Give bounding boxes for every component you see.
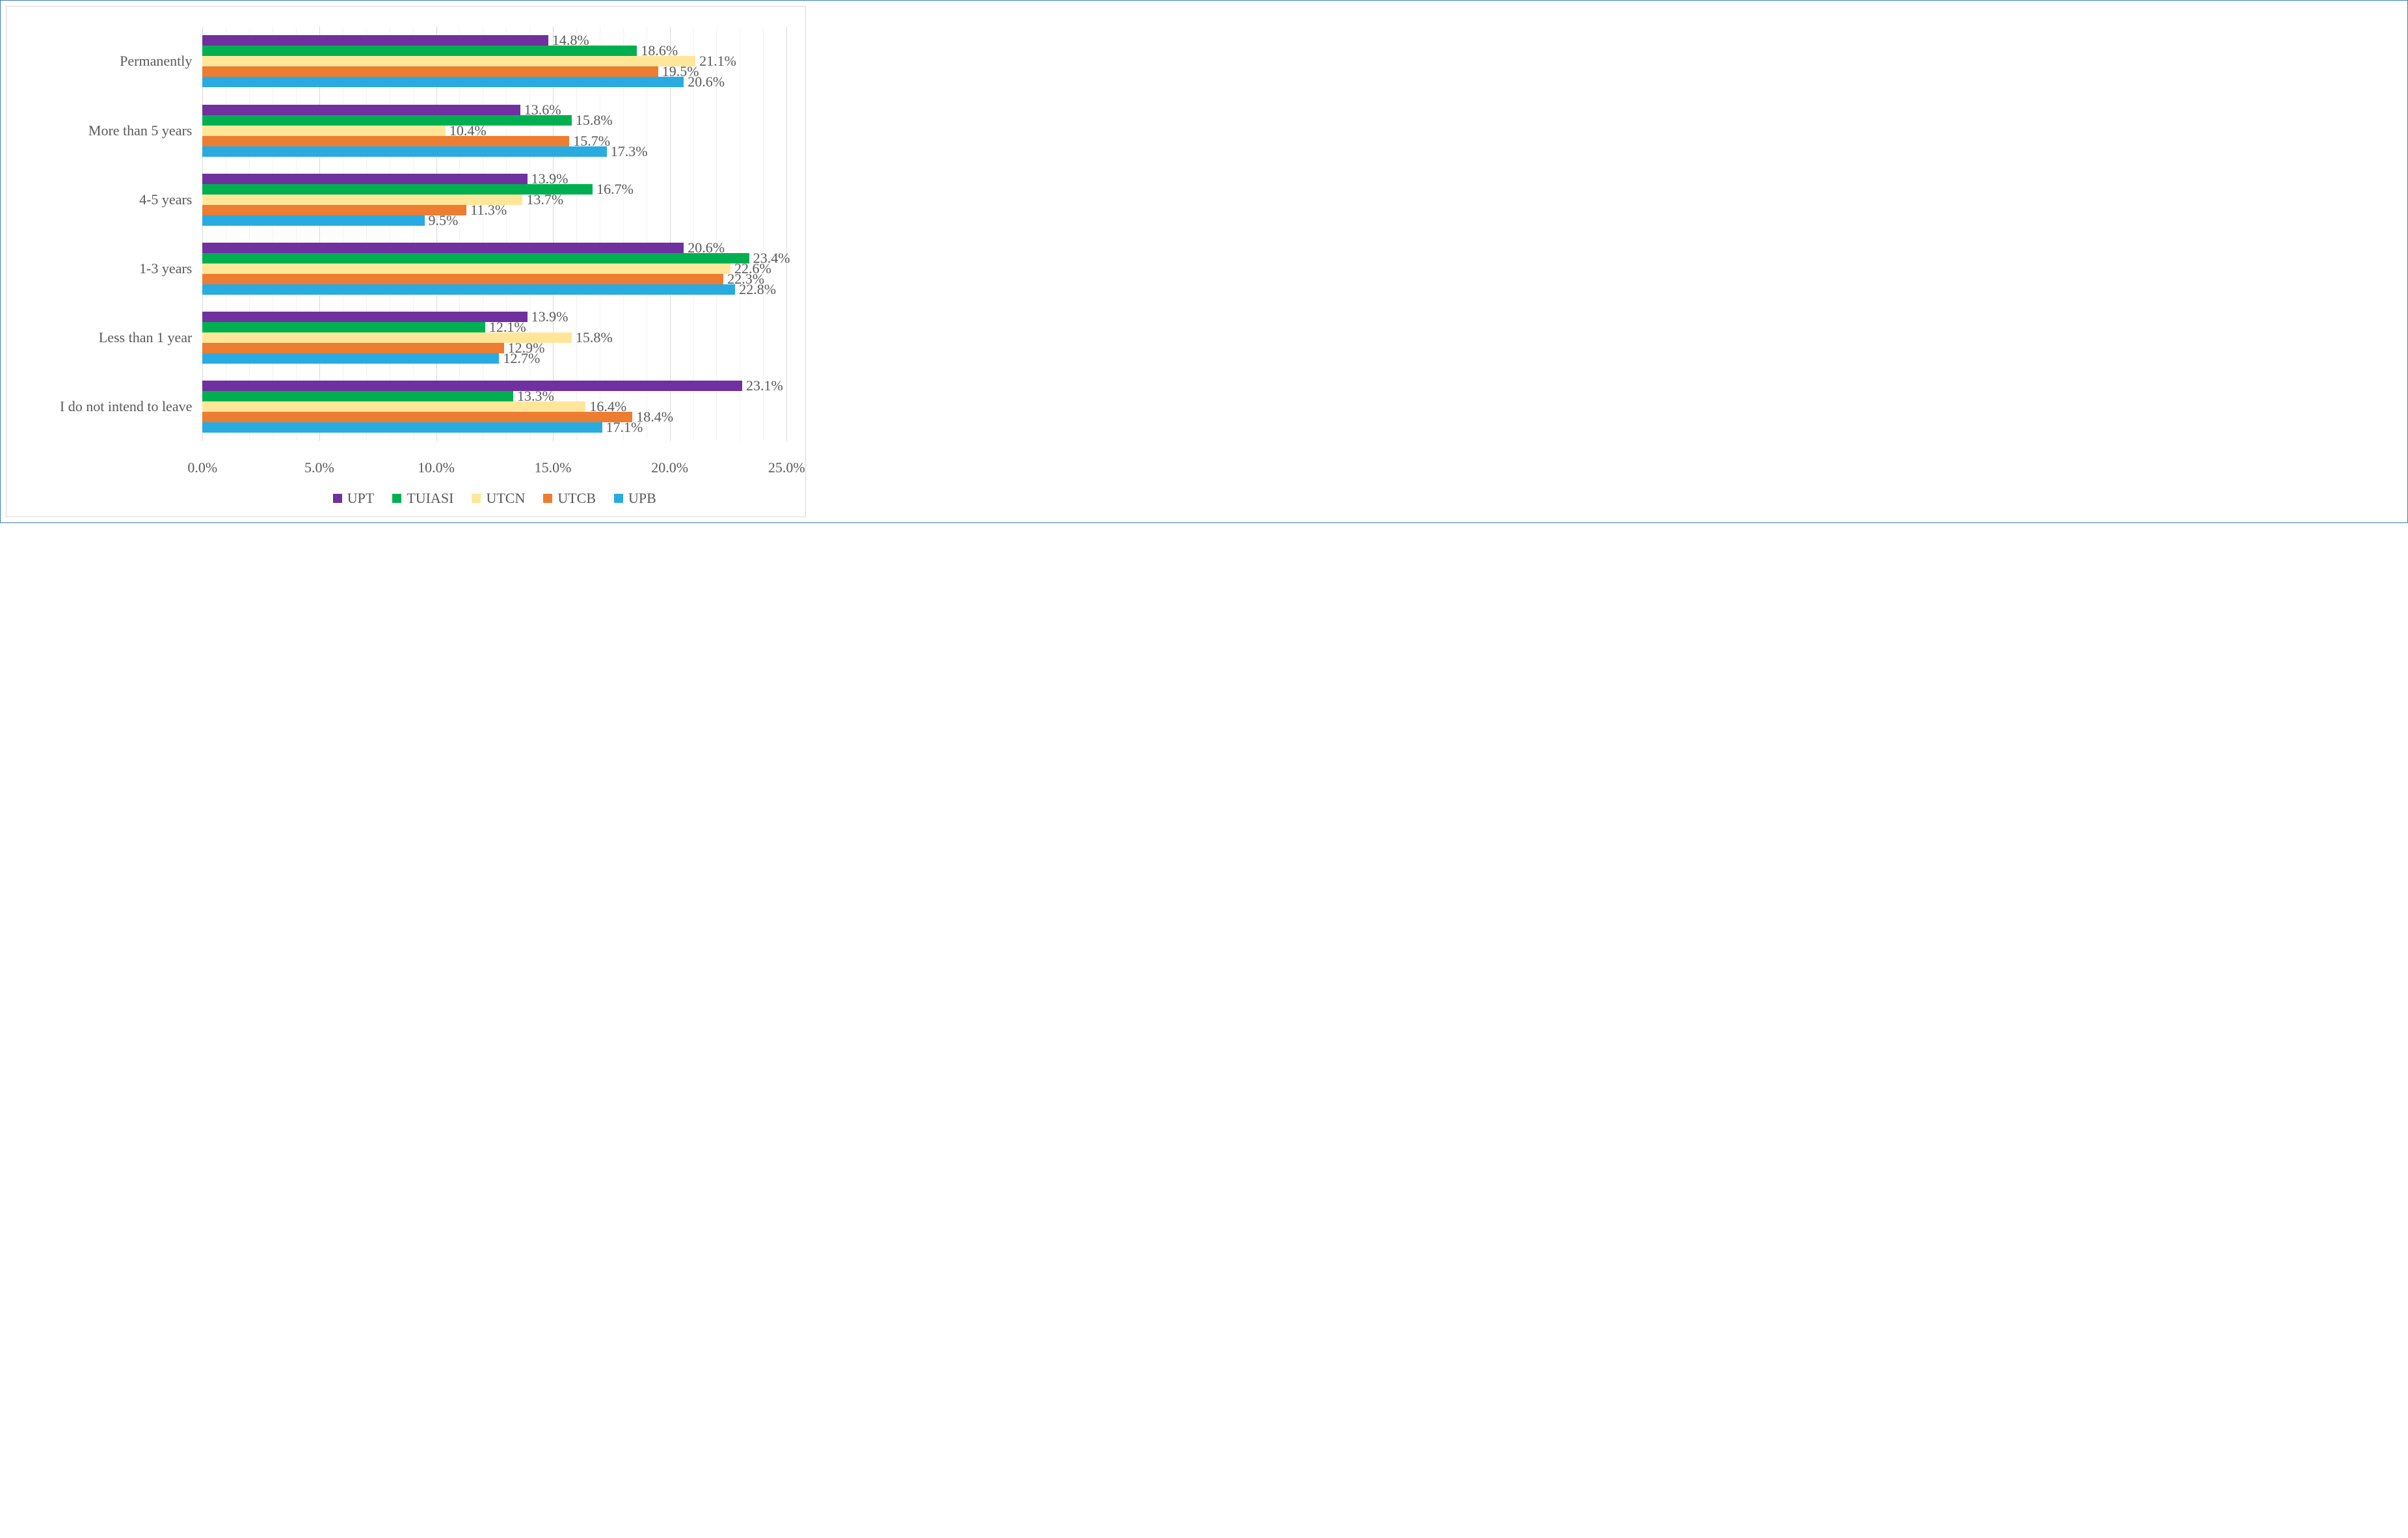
bar — [202, 353, 499, 364]
bar-value-label: 9.5% — [429, 212, 459, 229]
category-label: Less than 1 year — [99, 329, 193, 346]
bar-value-label: 12.7% — [503, 350, 540, 367]
legend-item: UTCB — [543, 490, 596, 507]
gridline-major — [202, 27, 203, 441]
bar — [202, 274, 723, 284]
bar-value-label: 16.7% — [596, 181, 634, 198]
gridline-major — [670, 27, 671, 441]
legend-label: UPT — [347, 490, 375, 507]
bar — [202, 412, 632, 422]
bar — [202, 284, 735, 295]
bar — [202, 105, 520, 115]
category-label: Permanently — [120, 53, 192, 70]
bar — [202, 343, 503, 353]
bar — [202, 46, 637, 56]
bar — [202, 56, 695, 66]
gridline-major — [786, 27, 787, 441]
legend-swatch — [333, 494, 342, 503]
gridline-minor — [459, 27, 460, 441]
legend-item: TUIASI — [392, 490, 453, 507]
bar — [202, 263, 730, 274]
bar — [202, 312, 527, 322]
bar — [202, 215, 424, 226]
bar — [202, 146, 606, 157]
legend-label: UTCB — [557, 490, 596, 507]
legend-item: UPT — [333, 490, 375, 507]
gridline-major — [436, 27, 437, 441]
bar-value-label: 17.3% — [611, 143, 648, 160]
bar — [202, 253, 749, 263]
gridline-major — [319, 27, 320, 441]
gridline-minor — [366, 27, 367, 441]
plot-area: 14.8%18.6%21.1%19.5%20.6%13.6%15.8%10.4%… — [202, 27, 786, 441]
bar — [202, 243, 684, 253]
bar — [202, 422, 602, 433]
bar — [202, 322, 485, 332]
legend-label: UPB — [628, 490, 656, 507]
legend-label: UTCN — [486, 490, 525, 507]
bar-value-label: 13.9% — [531, 308, 569, 325]
bar-value-label: 15.8% — [576, 112, 613, 129]
gridline-minor — [413, 27, 414, 441]
bar — [202, 381, 742, 391]
category-label: 4-5 years — [139, 191, 192, 208]
chart-frame: 14.8%18.6%21.1%19.5%20.6%13.6%15.8%10.4%… — [6, 6, 806, 517]
legend-swatch — [614, 494, 623, 503]
bar-value-label: 23.1% — [746, 377, 783, 394]
bar-value-label: 17.1% — [606, 419, 643, 436]
bar-value-label: 22.8% — [739, 281, 776, 298]
legend-swatch — [392, 494, 401, 503]
bar — [202, 174, 527, 184]
category-label: 1-3 years — [139, 260, 192, 277]
gridline-minor — [296, 27, 297, 441]
category-label: I do not intend to leave — [60, 398, 192, 415]
x-tick-label: 10.0% — [418, 459, 455, 476]
bar — [202, 391, 513, 401]
legend: UPT TUIASI UTCN UTCB UPB — [202, 490, 786, 507]
bar-value-label: 15.8% — [576, 329, 613, 346]
gridline-major — [553, 27, 554, 441]
gridline-minor — [249, 27, 250, 441]
gridline-minor — [529, 27, 530, 441]
bar-value-label: 11.3% — [470, 202, 507, 219]
bar — [202, 126, 446, 136]
x-tick-label: 25.0% — [768, 459, 805, 476]
legend-item: UTCN — [472, 490, 525, 507]
bar — [202, 77, 684, 87]
legend-label: TUIASI — [407, 490, 453, 507]
bar-value-label: 13.7% — [526, 191, 563, 208]
gridline-minor — [506, 27, 507, 441]
legend-swatch — [472, 494, 481, 503]
chart-outer-frame: 14.8%18.6%21.1%19.5%20.6%13.6%15.8%10.4%… — [0, 0, 2408, 523]
category-label: More than 5 years — [88, 122, 192, 139]
legend-item: UPB — [614, 490, 656, 507]
x-tick-label: 0.0% — [187, 459, 217, 476]
x-tick-label: 5.0% — [304, 459, 334, 476]
bar — [202, 35, 548, 46]
bar — [202, 401, 585, 412]
gridline-minor — [576, 27, 577, 441]
bar — [202, 205, 466, 215]
gridline-minor — [623, 27, 624, 441]
x-tick-label: 15.0% — [535, 459, 572, 476]
legend-swatch — [543, 494, 552, 503]
bar — [202, 115, 571, 126]
bar — [202, 136, 569, 146]
bar-value-label: 20.6% — [688, 74, 725, 90]
bar — [202, 66, 658, 77]
x-tick-label: 20.0% — [651, 459, 688, 476]
bar-value-label: 21.1% — [699, 53, 736, 70]
